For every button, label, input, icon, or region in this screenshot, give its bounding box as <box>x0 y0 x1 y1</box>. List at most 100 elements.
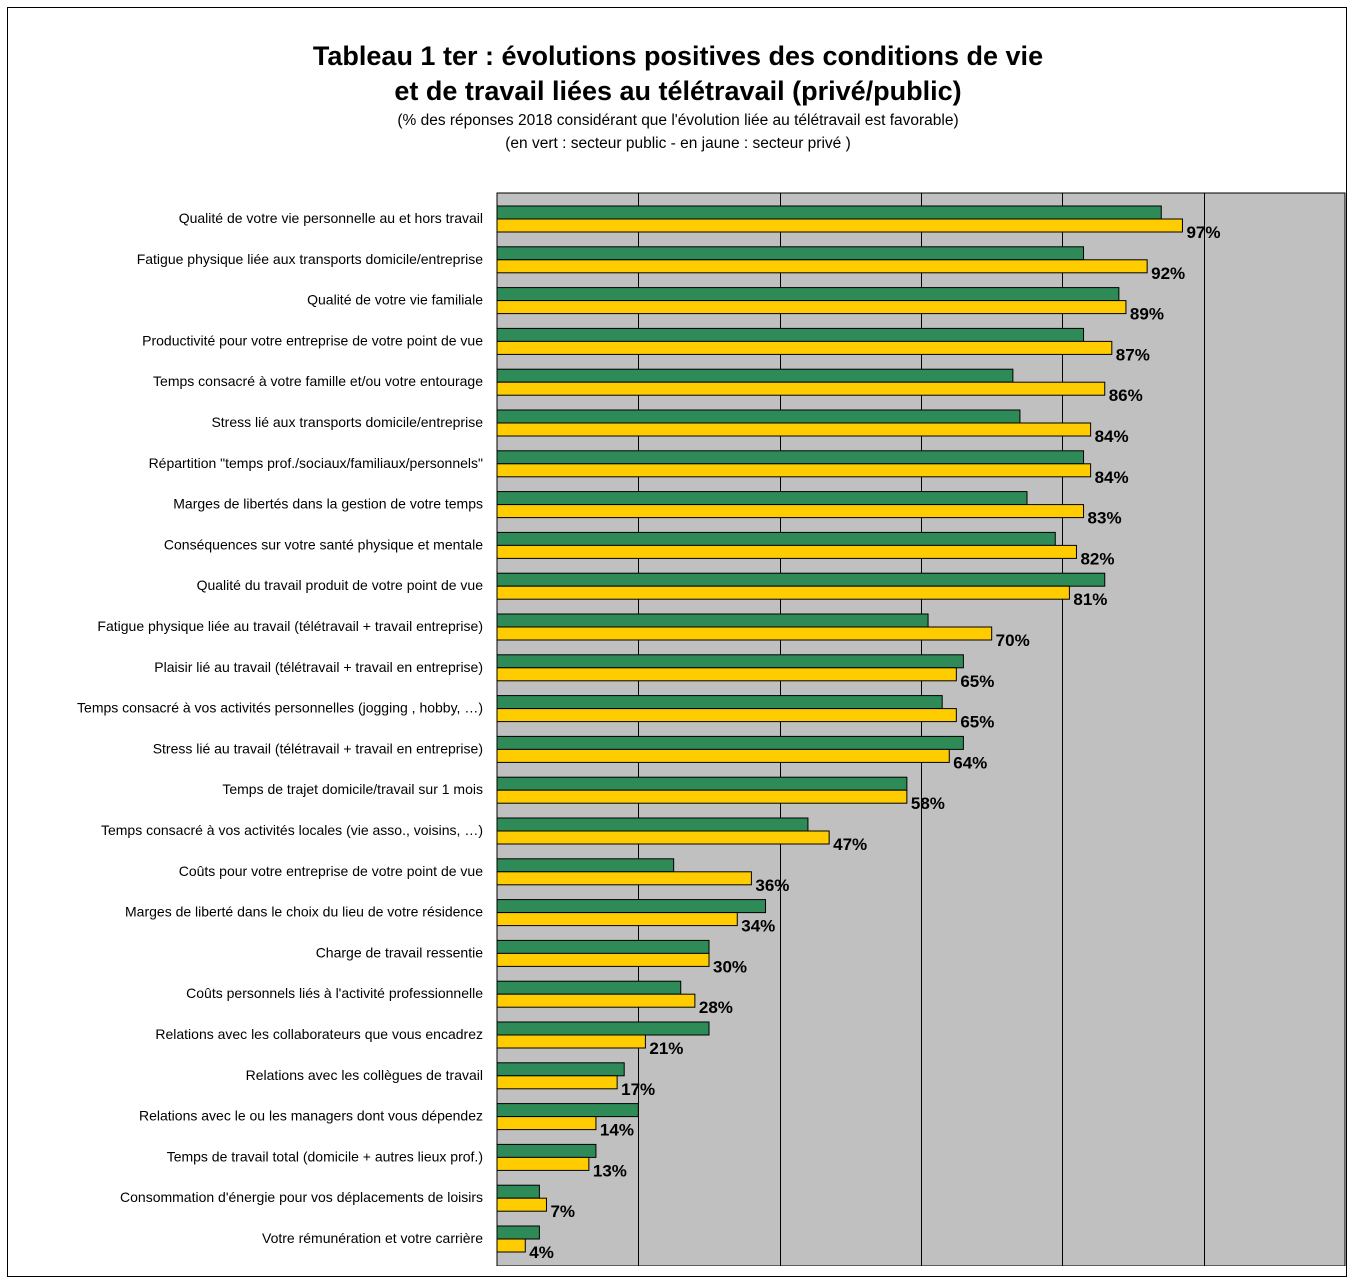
category-label: Temps de travail total (domicile + autre… <box>167 1148 483 1164</box>
data-label: 13% <box>593 1161 627 1180</box>
bar-prive <box>496 1238 526 1253</box>
bar-prive <box>496 1197 547 1212</box>
bar-public <box>496 1225 540 1240</box>
chart-title-line2: et de travail liées au télétravail (priv… <box>394 76 962 106</box>
bar-prive <box>496 708 957 723</box>
bar-public <box>496 735 964 750</box>
category-label: Consommation d'énergie pour vos déplacem… <box>120 1189 483 1205</box>
bar-public <box>496 205 1162 220</box>
chart-title-line1: Tableau 1 ter : évolutions positives des… <box>312 41 1044 71</box>
category-label: Productivité pour votre entreprise de vo… <box>142 332 483 348</box>
bar-prive <box>496 952 710 967</box>
data-label: 36% <box>755 876 789 895</box>
category-label: Qualité de votre vie familiale <box>307 292 483 308</box>
bar-public <box>496 654 964 669</box>
bar-prive <box>496 218 1183 233</box>
bar-public <box>496 613 929 628</box>
bar-public <box>496 899 767 914</box>
data-label: 14% <box>600 1121 634 1140</box>
bar-public <box>496 572 1106 587</box>
category-label: Coûts personnels liés à l'activité profe… <box>186 985 483 1001</box>
data-label: 89% <box>1130 305 1164 324</box>
bar-prive <box>496 789 908 804</box>
bar-public <box>496 327 1085 342</box>
bar-public <box>496 858 675 873</box>
category-label: Marges de libertés dans la gestion de vo… <box>173 496 483 512</box>
data-label: 84% <box>1095 468 1129 487</box>
bar-prive <box>496 626 993 641</box>
category-label: Marges de liberté dans le choix du lieu … <box>125 904 483 920</box>
bar-public <box>496 368 1014 383</box>
category-label: Temps consacré à votre famille et/ou vot… <box>153 373 483 389</box>
category-label: Charge de travail ressentie <box>316 944 484 960</box>
bar-public <box>496 409 1021 424</box>
bar-prive <box>496 871 752 886</box>
bar-prive <box>496 422 1092 437</box>
data-label: 82% <box>1080 549 1114 568</box>
category-label: Temps de trajet domicile/travail sur 1 m… <box>222 781 483 797</box>
bar-public <box>496 817 809 832</box>
chart-subtitle-2: (en vert : secteur public - en jaune : s… <box>505 135 851 152</box>
category-label: Plaisir lié au travail (télétravail + tr… <box>154 659 483 675</box>
data-label: 47% <box>833 835 867 854</box>
data-label: 28% <box>699 998 733 1017</box>
bar-public <box>496 531 1056 546</box>
data-label: 86% <box>1109 386 1143 405</box>
bar-public <box>496 980 682 995</box>
bar-prive <box>496 381 1106 396</box>
data-label: 65% <box>960 713 994 732</box>
category-label: Relations avec le ou les managers dont v… <box>139 1108 483 1124</box>
data-label: 21% <box>649 1039 683 1058</box>
bar-prive <box>496 912 738 927</box>
bar-public <box>496 939 710 954</box>
data-label: 92% <box>1151 264 1185 283</box>
category-label: Qualité du travail produit de votre poin… <box>197 577 484 593</box>
data-label: 30% <box>713 957 747 976</box>
bar-prive <box>496 1156 590 1171</box>
category-label: Qualité de votre vie personnelle au et h… <box>179 210 483 226</box>
bar-prive <box>496 1116 597 1131</box>
data-label: 83% <box>1088 509 1122 528</box>
bar-public <box>496 1143 597 1158</box>
category-label: Temps consacré à vos activités locales (… <box>101 822 483 838</box>
category-label: Stress lié au travail (télétravail + tra… <box>153 740 483 756</box>
bar-public <box>496 246 1085 261</box>
category-label: Fatigue physique liée aux transports dom… <box>137 251 484 267</box>
bar-prive <box>496 585 1070 600</box>
bar-prive <box>496 300 1127 315</box>
bar-public <box>496 287 1120 302</box>
bar-prive <box>496 259 1148 274</box>
data-label: 87% <box>1116 345 1150 364</box>
bar-public <box>496 450 1085 465</box>
bar-public <box>496 695 943 710</box>
bar-prive <box>496 463 1092 478</box>
data-label: 34% <box>741 917 775 936</box>
data-label: 97% <box>1186 223 1220 242</box>
bar-public <box>496 776 908 791</box>
category-label: Coûts pour votre entreprise de votre poi… <box>179 863 484 879</box>
bar-prive <box>496 1034 646 1049</box>
data-label: 64% <box>953 753 987 772</box>
bar-public <box>496 1184 540 1199</box>
bar-public <box>496 1021 710 1036</box>
data-label: 84% <box>1095 427 1129 446</box>
data-label: 70% <box>996 631 1030 650</box>
bar-prive <box>496 993 696 1008</box>
bar-prive <box>496 504 1085 519</box>
bar-prive <box>496 340 1113 355</box>
chart-subtitle-1: (% des réponses 2018 considérant que l'é… <box>397 112 959 129</box>
data-label: 58% <box>911 794 945 813</box>
bar-public <box>496 1103 639 1118</box>
data-label: 17% <box>621 1080 655 1099</box>
data-label: 7% <box>550 1202 575 1221</box>
data-label: 4% <box>529 1243 554 1262</box>
bar-prive <box>496 667 957 682</box>
category-label: Relations avec les collègues de travail <box>246 1067 483 1083</box>
category-label: Votre rémunération et votre carrière <box>262 1230 483 1246</box>
bar-prive <box>496 544 1077 559</box>
category-label: Stress lié aux transports domicile/entre… <box>211 414 483 430</box>
category-label: Temps consacré à vos activités personnel… <box>77 700 483 716</box>
category-label: Conséquences sur votre santé physique et… <box>164 536 483 552</box>
bar-public <box>496 1062 625 1077</box>
